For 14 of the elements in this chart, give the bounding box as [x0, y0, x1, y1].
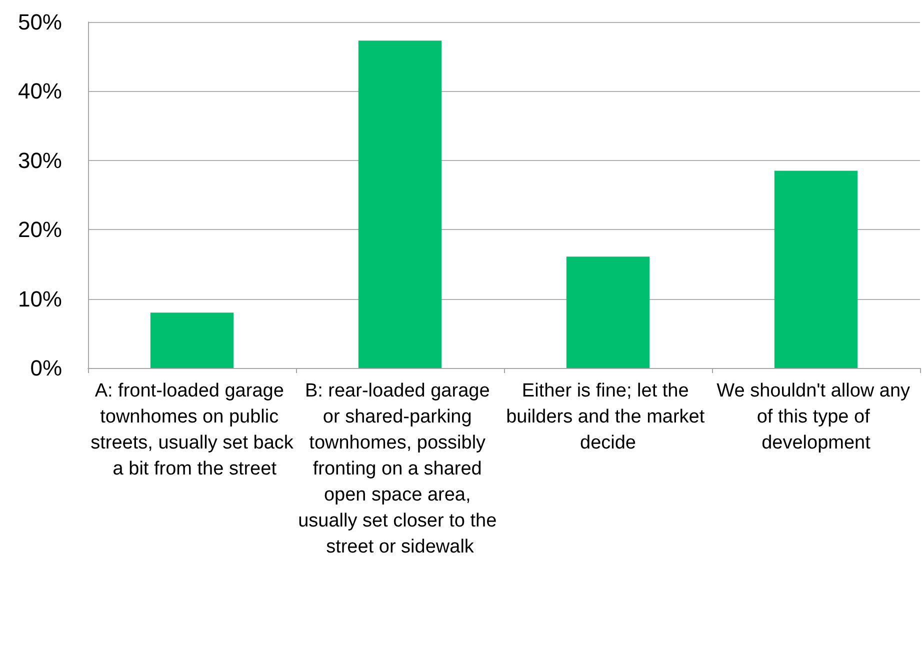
y-tick-label: 0%: [30, 356, 62, 380]
y-tick-label: 10%: [18, 286, 62, 312]
y-tick-label: 50%: [18, 10, 62, 34]
y-tick-label: 30%: [18, 148, 62, 173]
bar: [150, 312, 234, 368]
y-tick-label: 40%: [18, 78, 62, 104]
bar: [358, 40, 442, 368]
x-tick-label: A: front-loaded garage townhomes on public streets, usually set back a bit from the street: [90, 380, 294, 480]
x-tick-label: Either is fine; let the builders and the market decide: [506, 380, 710, 454]
y-tick-label: 20%: [18, 217, 62, 242]
x-tick-label: We shouldn't allow any of this type of development: [716, 380, 916, 454]
bar: [774, 170, 858, 368]
x-tick-label: B: rear-loaded garage or shared-parking townhomes, possibly fronting on a shared open space area, usually set closer to the street or sidewalk: [298, 380, 502, 558]
bar: [566, 256, 650, 368]
